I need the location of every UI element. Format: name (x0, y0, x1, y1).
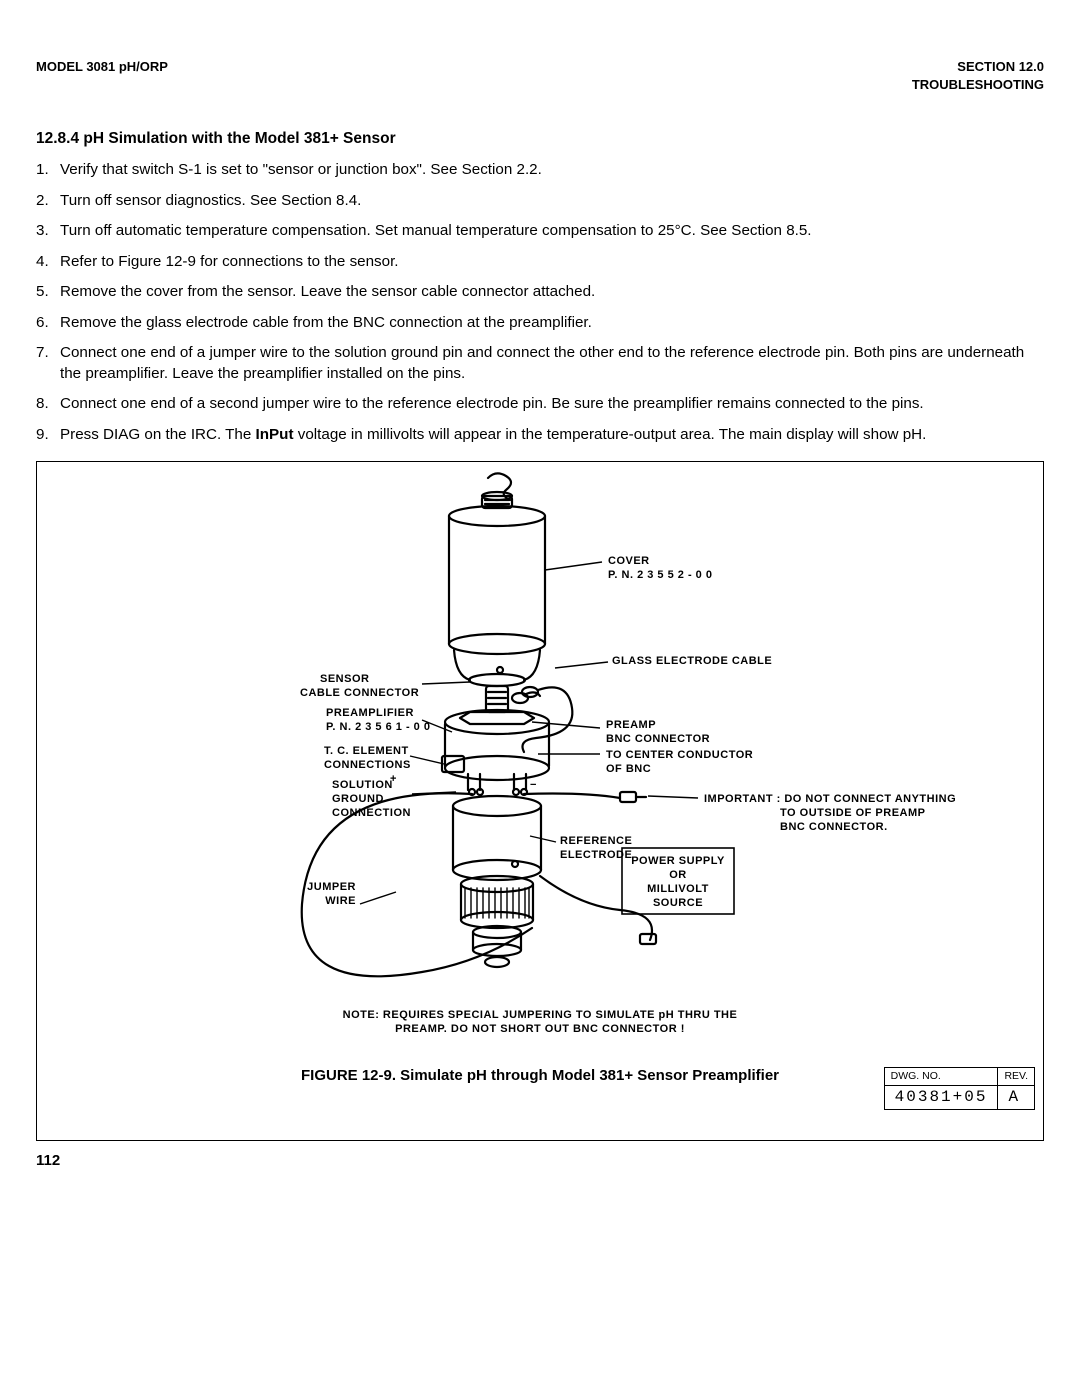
label-glass-cable: GLASS ELECTRODE CABLE (612, 655, 772, 667)
step-text: Turn off sensor diagnostics. See Section… (60, 191, 1044, 212)
label-ref-1: REFERENCE (560, 835, 632, 847)
step-2: 2.Turn off sensor diagnostics. See Secti… (36, 191, 1044, 212)
label-solgnd-3: CONNECTION (332, 807, 411, 819)
page-header: MODEL 3081 pH/ORP SECTION 12.0 TROUBLESH… (36, 58, 1044, 93)
step-5: 5.Remove the cover from the sensor. Leav… (36, 282, 1044, 303)
step-text: Refer to Figure 12-9 for connections to … (60, 252, 1044, 273)
section-title: 12.8.4 pH Simulation with the Model 381+… (36, 129, 1044, 150)
header-section: SECTION 12.0 (912, 58, 1044, 76)
step-9-bold: InPut (256, 426, 294, 443)
label-sensor-cable-1: SENSOR (320, 673, 369, 685)
label-solgnd-2: GROUND (332, 793, 384, 805)
step-num: 2. (36, 191, 60, 212)
label-solgnd-1: SOLUTION (332, 779, 393, 791)
step-text: Connect one end of a second jumper wire … (60, 394, 1044, 415)
label-cover: COVER (608, 555, 650, 567)
label-cover-pn: P. N. 2 3 5 5 2 - 0 0 (608, 569, 712, 581)
step-9-pre: Press DIAG on the IRC. The (60, 426, 256, 443)
procedure-steps: 1.Verify that switch S-1 is set to "sens… (36, 160, 1044, 445)
step-text: Remove the cover from the sensor. Leave … (60, 282, 1044, 303)
label-important-2: TO OUTSIDE OF PREAMP (780, 807, 925, 819)
label-ps-2: OR (669, 869, 687, 881)
label-important-3: BNC CONNECTOR. (780, 821, 888, 833)
step-num: 7. (36, 343, 60, 384)
step-text: Turn off automatic temperature compensat… (60, 221, 1044, 242)
label-ps-3: MILLIVOLT (647, 883, 709, 895)
header-left: MODEL 3081 pH/ORP (36, 58, 168, 93)
step-text: Remove the glass electrode cable from th… (60, 313, 1044, 334)
label-tc-1: T. C. ELEMENT (324, 745, 409, 757)
label-center-2: OF BNC (606, 763, 651, 775)
dwg-no-value: 40381+05 (884, 1085, 998, 1110)
label-jumper-1: JUMPER (307, 881, 356, 893)
step-num: 6. (36, 313, 60, 334)
step-num: 1. (36, 160, 60, 181)
step-9-post: voltage in millivolts will appear in the… (294, 426, 927, 443)
label-jumper-2: WIRE (325, 895, 356, 907)
figure-note-2: PREAMP. DO NOT SHORT OUT BNC CONNECTOR ! (395, 1023, 685, 1035)
step-text: Press DIAG on the IRC. The InPut voltage… (60, 425, 1044, 446)
minus-sign: − (530, 779, 537, 791)
step-num: 5. (36, 282, 60, 303)
drawing-number-table: DWG. NO. REV. 40381+05 A (884, 1067, 1035, 1110)
step-num: 3. (36, 221, 60, 242)
dwg-no-label: DWG. NO. (884, 1068, 998, 1085)
rev-label: REV. (998, 1068, 1035, 1085)
page-number: 112 (36, 1151, 1044, 1171)
step-text: Connect one end of a jumper wire to the … (60, 343, 1044, 384)
step-num: 4. (36, 252, 60, 273)
label-sensor-cable-2: CABLE CONNECTOR (300, 687, 419, 699)
label-preamp-bnc-1: PREAMP (606, 719, 656, 731)
step-7: 7.Connect one end of a jumper wire to th… (36, 343, 1044, 384)
step-num: 9. (36, 425, 60, 446)
header-subtitle: TROUBLESHOOTING (912, 76, 1044, 94)
rev-value: A (998, 1085, 1035, 1110)
label-preamp-bnc-2: BNC CONNECTOR (606, 733, 710, 745)
label-preamp: PREAMPLIFIER (326, 707, 414, 719)
step-1: 1.Verify that switch S-1 is set to "sens… (36, 160, 1044, 181)
figure-12-9-container: + − (36, 461, 1044, 1141)
label-tc-2: CONNECTIONS (324, 759, 411, 771)
step-6: 6.Remove the glass electrode cable from … (36, 313, 1044, 334)
step-4: 4.Refer to Figure 12-9 for connections t… (36, 252, 1044, 273)
header-right: SECTION 12.0 TROUBLESHOOTING (912, 58, 1044, 93)
step-text: Verify that switch S-1 is set to "sensor… (60, 160, 1044, 181)
step-9: 9. Press DIAG on the IRC. The InPut volt… (36, 425, 1044, 446)
label-ps-4: SOURCE (653, 897, 703, 909)
label-ref-2: ELECTRODE (560, 849, 632, 861)
step-8: 8.Connect one end of a second jumper wir… (36, 394, 1044, 415)
label-preamp-pn: P. N. 2 3 5 6 1 - 0 0 (326, 721, 430, 733)
step-3: 3.Turn off automatic temperature compens… (36, 221, 1044, 242)
label-center-1: TO CENTER CONDUCTOR (606, 749, 753, 761)
sensor-diagram: + − (100, 472, 980, 1062)
figure-note-1: NOTE: REQUIRES SPECIAL JUMPERING TO SIMU… (343, 1009, 738, 1021)
label-important-1: IMPORTANT : DO NOT CONNECT ANYTHING (704, 793, 956, 805)
step-num: 8. (36, 394, 60, 415)
label-ps-1: POWER SUPPLY (631, 855, 725, 867)
